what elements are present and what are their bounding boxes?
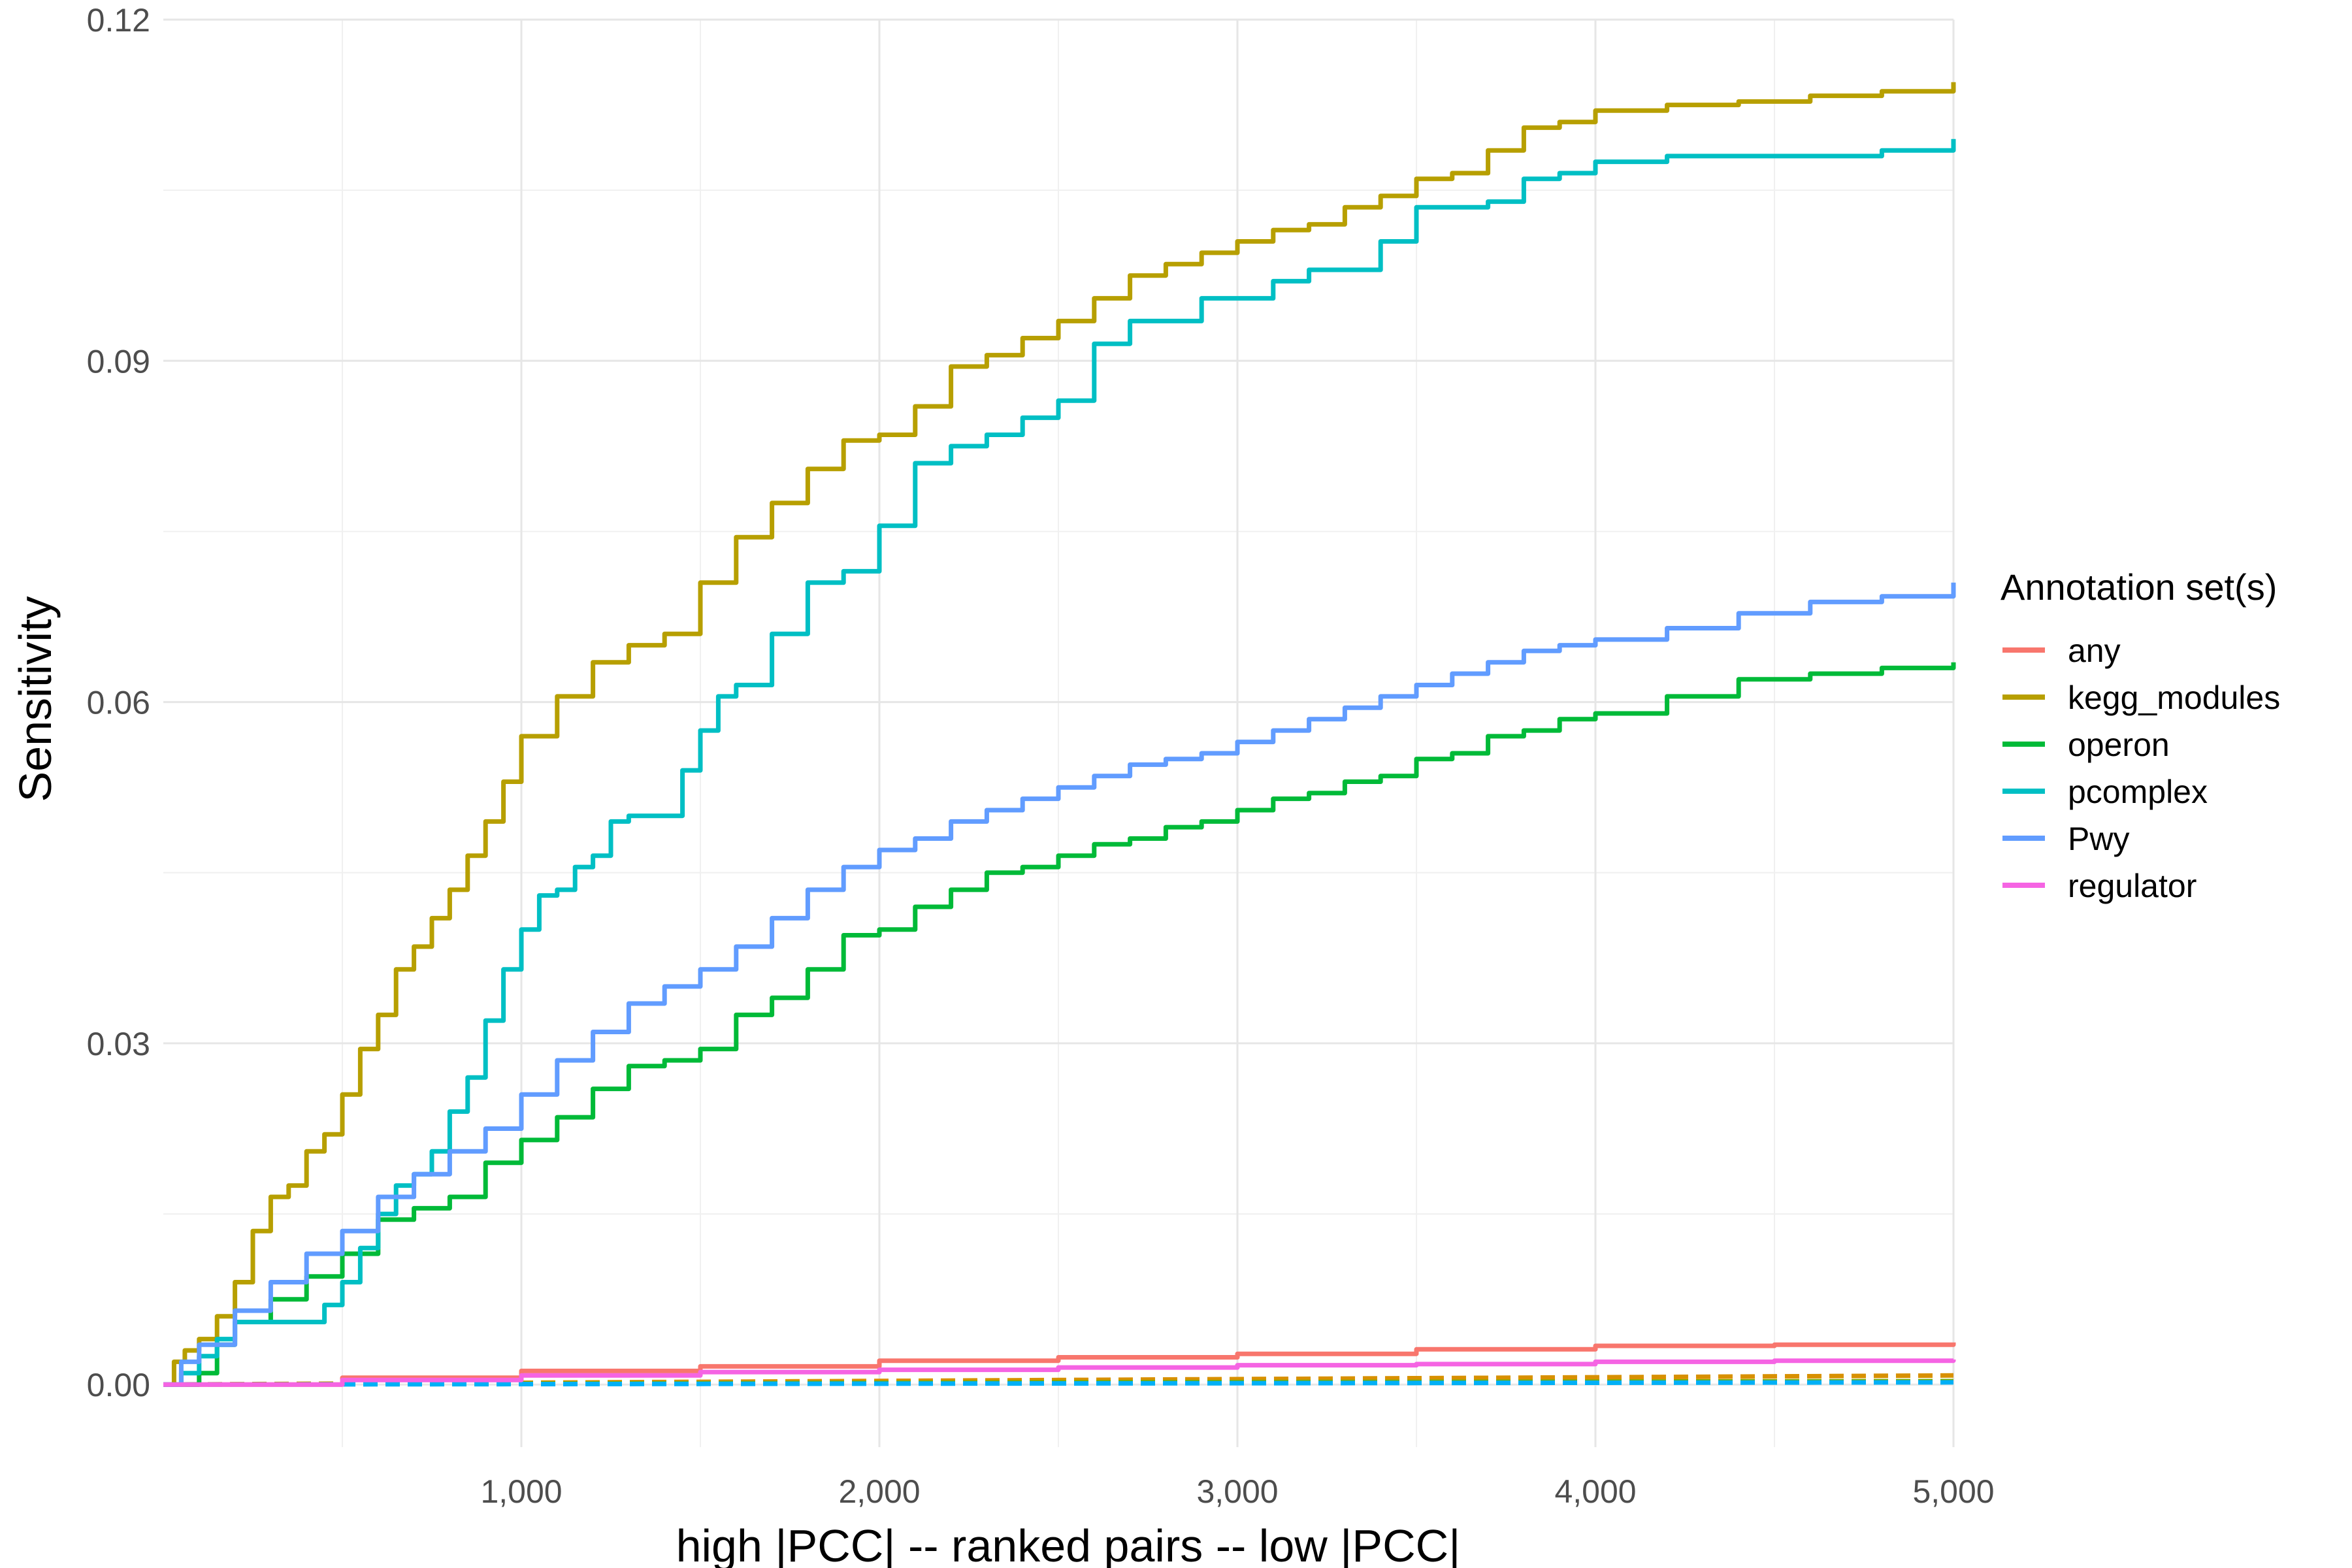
minor-gridlines bbox=[163, 20, 1953, 1447]
series-line-regulator bbox=[163, 1358, 1956, 1387]
legend-label: operon bbox=[2068, 727, 2170, 763]
legend-label: any bbox=[2068, 632, 2121, 669]
series-lines bbox=[163, 82, 1956, 1387]
y-tick-label: 0.00 bbox=[87, 1367, 150, 1403]
series-line-operon bbox=[163, 662, 1956, 1387]
baseline-dashed-line bbox=[163, 1380, 1954, 1387]
legend-label: kegg_modules bbox=[2068, 679, 2280, 716]
x-tick-label: 5,000 bbox=[1912, 1473, 1994, 1510]
y-axis-title: Sensitivity bbox=[10, 596, 61, 802]
y-axis-ticks: 0.00 0.03 0.06 0.09 0.12 bbox=[87, 2, 150, 1403]
x-tick-label: 1,000 bbox=[480, 1473, 562, 1510]
y-tick-label: 0.12 bbox=[87, 2, 150, 39]
legend-label: regulator bbox=[2068, 868, 2197, 904]
major-gridlines bbox=[163, 18, 1955, 1447]
y-tick-label: 0.09 bbox=[87, 343, 150, 380]
series-line-kegg-modules bbox=[163, 82, 1956, 1387]
x-tick-label: 3,000 bbox=[1196, 1473, 1278, 1510]
legend-label: Pwy bbox=[2068, 821, 2129, 857]
x-axis-title: high |PCC| -- ranked pairs -- low |PCC| bbox=[676, 1520, 1461, 1568]
x-tick-label: 2,000 bbox=[838, 1473, 920, 1510]
series-line-pwy bbox=[163, 582, 1956, 1387]
y-tick-label: 0.06 bbox=[87, 685, 150, 721]
y-tick-label: 0.03 bbox=[87, 1026, 150, 1062]
x-axis-ticks: 1,000 2,000 3,000 4,000 5,000 bbox=[480, 1473, 1994, 1510]
legend-title: Annotation set(s) bbox=[2001, 566, 2277, 608]
x-tick-label: 4,000 bbox=[1554, 1473, 1636, 1510]
legend-label: pcomplex bbox=[2068, 774, 2208, 810]
